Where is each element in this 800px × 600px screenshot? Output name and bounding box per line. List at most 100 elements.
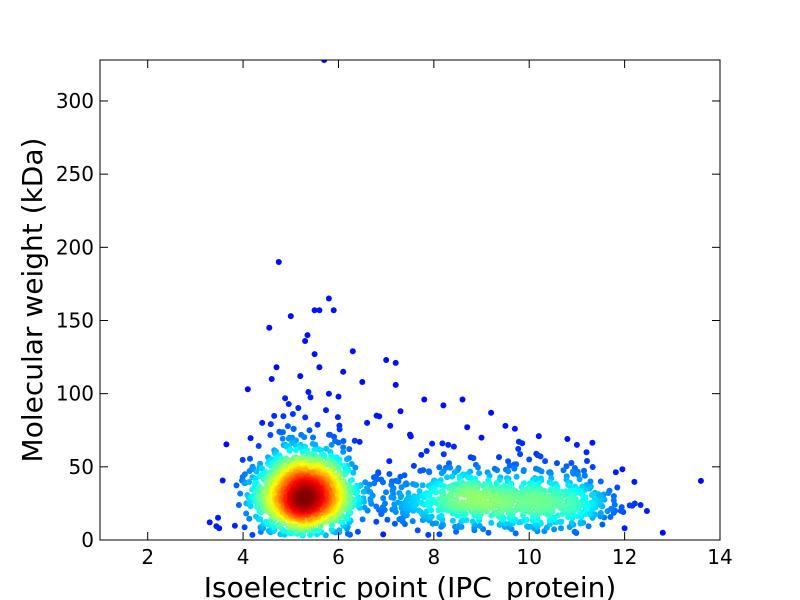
data-point bbox=[241, 471, 248, 478]
data-point bbox=[554, 460, 560, 467]
data-point bbox=[386, 458, 393, 465]
data-point bbox=[419, 482, 426, 489]
data-point bbox=[581, 487, 588, 493]
data-point bbox=[420, 467, 427, 474]
data-point bbox=[323, 407, 329, 414]
data-point bbox=[359, 516, 366, 523]
data-point bbox=[219, 477, 226, 484]
data-point bbox=[439, 521, 446, 528]
data-point bbox=[460, 499, 467, 506]
data-point bbox=[512, 530, 519, 537]
plot-frame bbox=[99, 59, 721, 541]
data-point bbox=[597, 510, 604, 516]
data-point bbox=[267, 432, 274, 438]
data-point bbox=[428, 507, 435, 514]
data-point bbox=[361, 504, 368, 511]
data-point bbox=[223, 441, 230, 448]
data-point bbox=[414, 493, 421, 500]
data-point bbox=[488, 499, 495, 506]
data-point bbox=[418, 451, 425, 458]
data-point bbox=[380, 531, 387, 538]
data-point bbox=[502, 422, 509, 429]
data-point bbox=[325, 390, 332, 397]
data-point bbox=[413, 482, 420, 488]
data-point bbox=[436, 531, 443, 538]
data-point bbox=[213, 523, 220, 530]
x-tick-label: 4 bbox=[237, 545, 250, 569]
data-point bbox=[354, 528, 361, 535]
data-point bbox=[364, 419, 371, 426]
data-point bbox=[618, 504, 625, 511]
data-point bbox=[285, 401, 292, 407]
data-point bbox=[597, 478, 604, 485]
data-point bbox=[344, 530, 351, 537]
data-point bbox=[447, 464, 453, 471]
data-point bbox=[526, 456, 533, 463]
data-point bbox=[340, 438, 347, 444]
data-point bbox=[392, 359, 399, 366]
data-point bbox=[599, 521, 606, 528]
data-point bbox=[467, 474, 474, 481]
data-point bbox=[436, 464, 443, 471]
data-point bbox=[312, 441, 319, 448]
data-point bbox=[314, 421, 321, 428]
data-point bbox=[537, 453, 544, 460]
data-point bbox=[554, 512, 561, 519]
data-point bbox=[524, 523, 531, 530]
data-point bbox=[515, 445, 522, 452]
data-point bbox=[373, 503, 380, 510]
data-point bbox=[321, 60, 328, 63]
data-point bbox=[453, 496, 460, 503]
data-point bbox=[373, 518, 380, 525]
data-point bbox=[301, 493, 308, 500]
data-point bbox=[287, 313, 294, 320]
data-point bbox=[581, 467, 587, 474]
data-point bbox=[605, 490, 612, 496]
data-point bbox=[290, 426, 297, 432]
data-point bbox=[459, 396, 466, 403]
data-point bbox=[568, 460, 575, 466]
data-point bbox=[476, 522, 483, 529]
data-point bbox=[246, 515, 253, 522]
data-point bbox=[637, 502, 644, 508]
data-point bbox=[511, 465, 518, 472]
data-point bbox=[336, 426, 343, 433]
data-point bbox=[328, 452, 335, 459]
data-point bbox=[310, 434, 316, 441]
data-point bbox=[349, 348, 356, 355]
data-point bbox=[432, 489, 439, 496]
data-point bbox=[267, 421, 274, 428]
data-point bbox=[659, 529, 666, 536]
data-point bbox=[362, 479, 369, 486]
data-point bbox=[536, 505, 543, 512]
data-point bbox=[531, 499, 538, 506]
data-point bbox=[302, 338, 309, 344]
data-point bbox=[423, 448, 430, 454]
x-tick-label: 6 bbox=[332, 545, 345, 569]
data-point bbox=[305, 389, 312, 395]
data-point bbox=[271, 412, 278, 419]
data-point bbox=[387, 422, 394, 429]
data-point bbox=[380, 479, 386, 486]
data-point bbox=[464, 424, 471, 431]
y-tick-label: 150 bbox=[56, 308, 94, 332]
data-point bbox=[326, 431, 332, 438]
data-point bbox=[376, 413, 383, 420]
data-point bbox=[206, 519, 213, 526]
data-point bbox=[247, 435, 254, 442]
data-point bbox=[259, 419, 266, 426]
data-point bbox=[329, 522, 335, 529]
data-point bbox=[297, 373, 304, 380]
data-point bbox=[604, 508, 611, 515]
data-point bbox=[350, 469, 357, 476]
data-point bbox=[542, 458, 549, 465]
data-point bbox=[568, 519, 575, 526]
data-point bbox=[367, 495, 374, 502]
data-point bbox=[577, 519, 584, 526]
data-point bbox=[496, 454, 502, 461]
data-point bbox=[697, 477, 704, 484]
data-point bbox=[440, 451, 447, 458]
data-point bbox=[340, 368, 347, 375]
data-point bbox=[335, 393, 342, 400]
x-tick-label: 14 bbox=[707, 545, 732, 569]
